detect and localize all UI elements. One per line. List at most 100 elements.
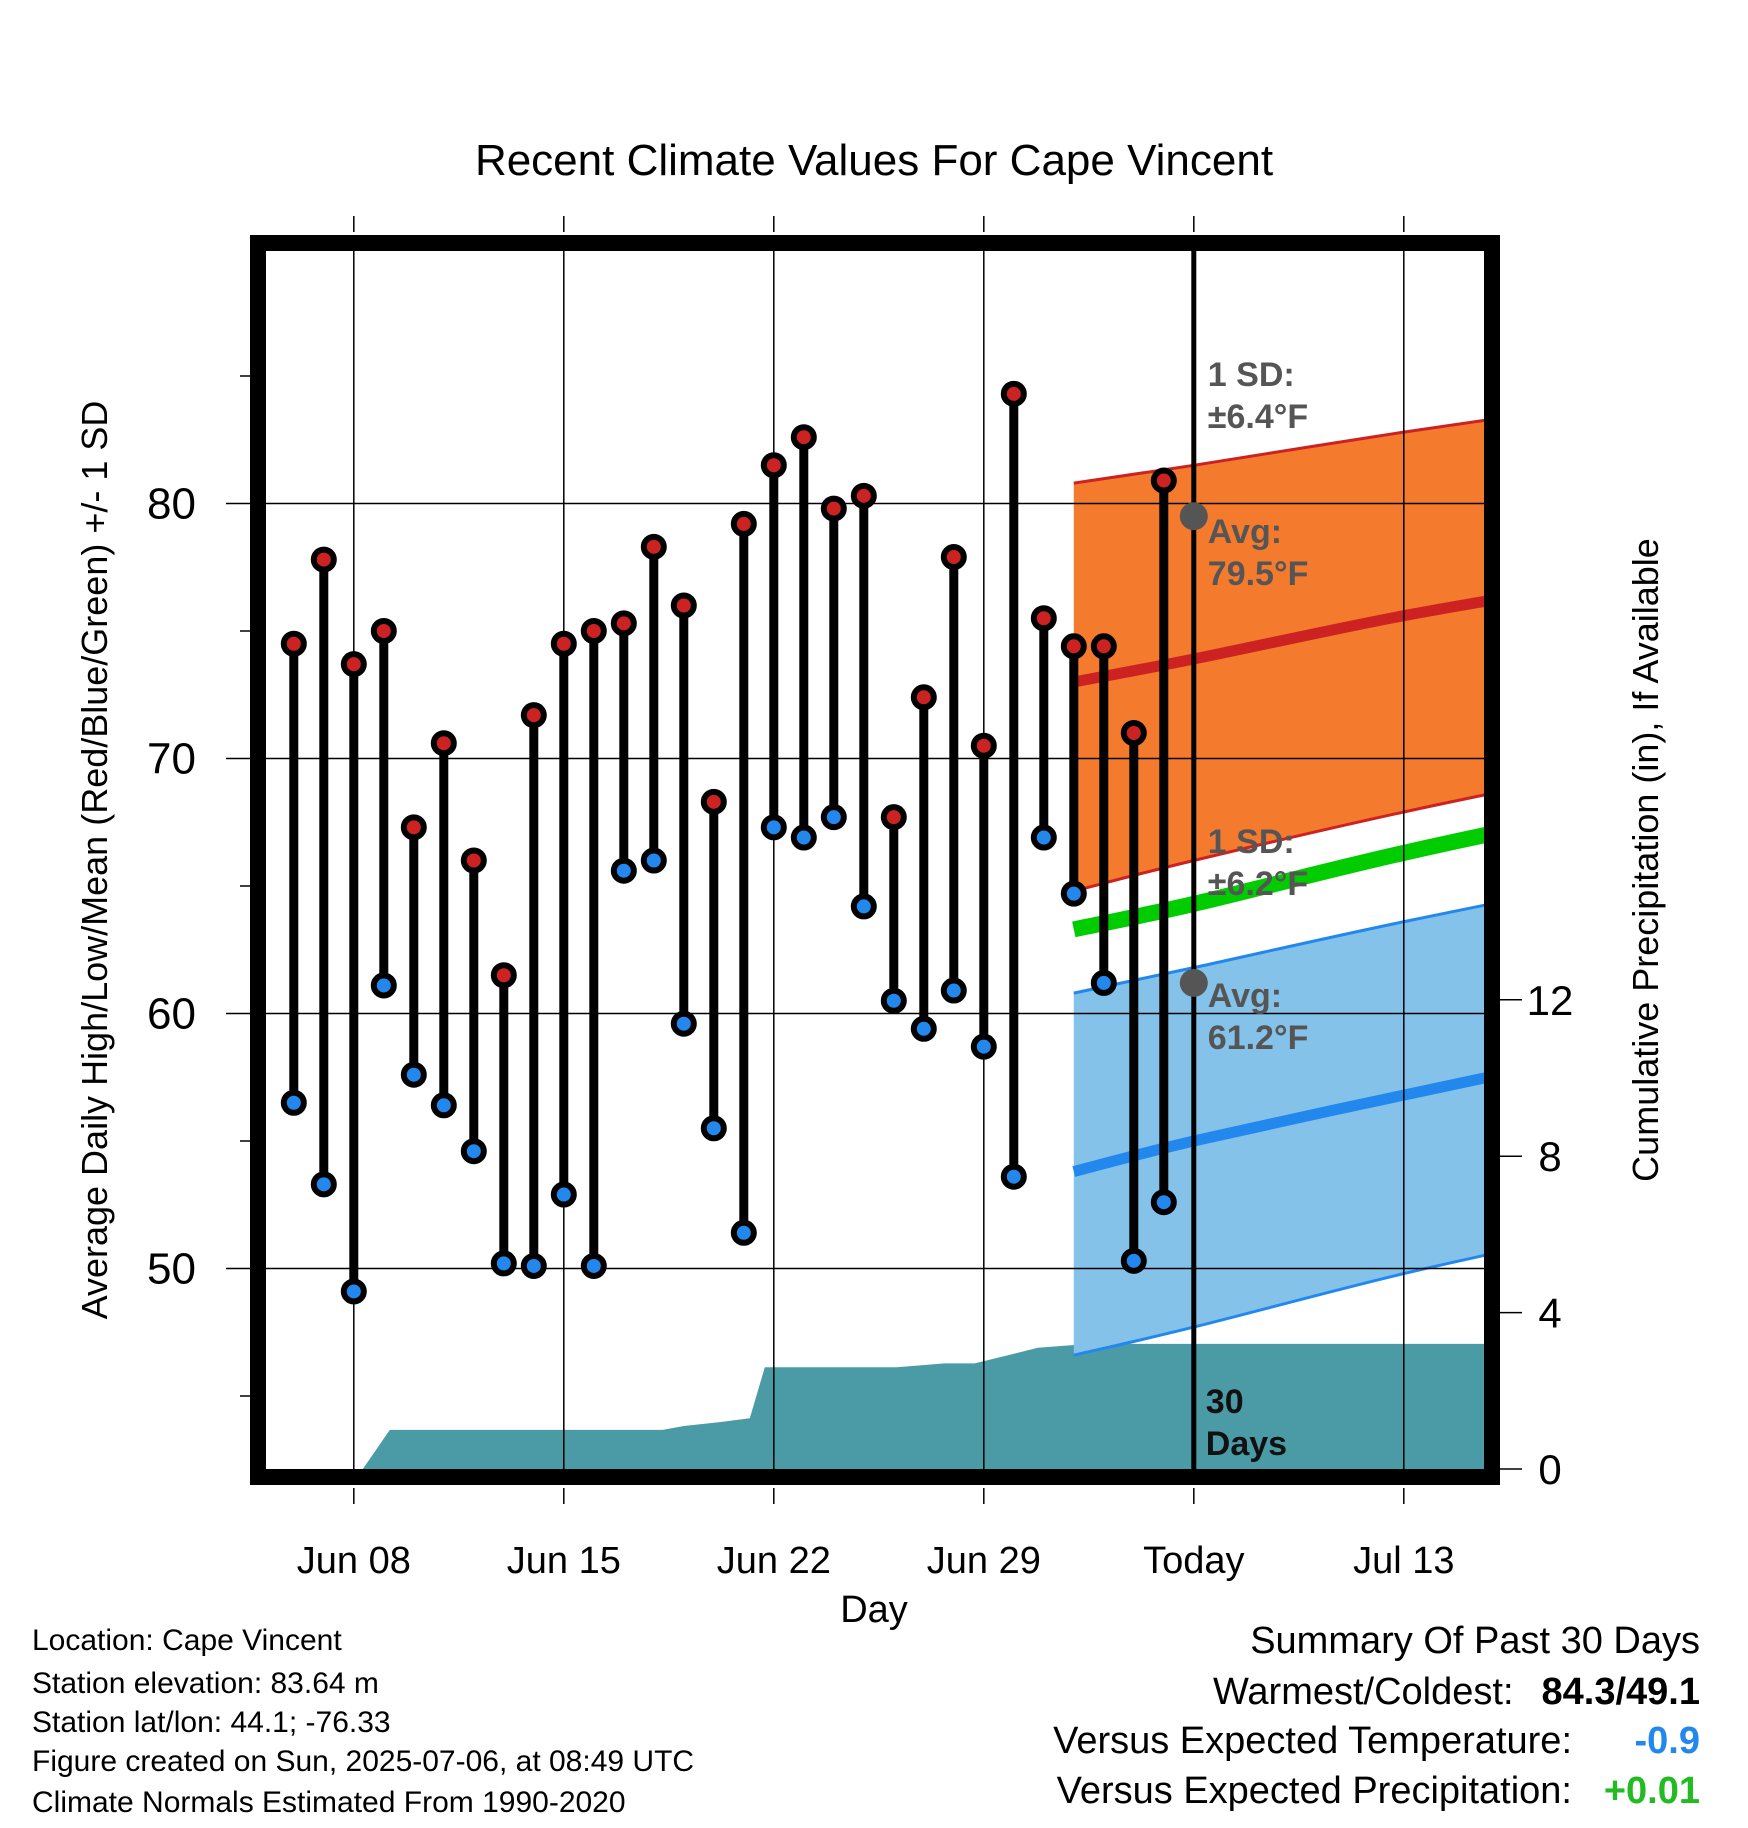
y-tick-label: 60	[147, 990, 196, 1039]
day-mark	[730, 510, 757, 1246]
low-point	[1120, 1247, 1147, 1274]
y-tick-label: 80	[147, 480, 196, 529]
chart-title: Recent Climate Values For Cape Vincent	[475, 136, 1273, 185]
info-location: Location: Cape Vincent	[32, 1624, 342, 1657]
low-point	[790, 824, 817, 851]
high-point	[940, 544, 967, 571]
low-point	[700, 1115, 727, 1142]
info-elevation: Station elevation: 83.64 m	[32, 1667, 379, 1700]
avg-low-marker	[1179, 968, 1208, 997]
y2-tick-label: 8	[1538, 1133, 1561, 1180]
day-mark	[490, 962, 517, 1277]
high-point	[730, 510, 757, 537]
day-mark	[640, 533, 667, 874]
day-mark	[880, 804, 907, 1014]
day-mark	[400, 814, 427, 1088]
day-mark	[460, 847, 487, 1165]
normal-high-line	[1072, 595, 1485, 688]
precip-vs-expected-label: Versus Expected Precipitation:	[1056, 1770, 1572, 1812]
sd-low-value: ±6.2°F	[1208, 865, 1308, 903]
y2-axis-label: Cumulative Precipitation (in), If Availa…	[1625, 538, 1666, 1182]
day-mark	[1150, 467, 1177, 1216]
high-point	[1030, 605, 1057, 632]
avg-high-label: Avg:	[1208, 513, 1282, 551]
low-point	[310, 1171, 337, 1198]
low-point	[430, 1092, 457, 1119]
low-point	[760, 814, 787, 841]
warmest-coldest-value: 84.3/49.1	[1541, 1671, 1700, 1713]
precip-vs-expected-value: +0.01	[1603, 1770, 1700, 1812]
low-point	[880, 987, 907, 1014]
low-point	[1060, 880, 1087, 907]
normal-mean-line	[1072, 826, 1485, 938]
plot-frame	[250, 235, 1500, 1485]
temp-vs-expected-value: -0.9	[1634, 1720, 1700, 1762]
avg-low-value: 61.2°F	[1208, 1019, 1309, 1057]
day-mark	[820, 495, 847, 831]
day-mark	[340, 651, 367, 1305]
avg-low-label: Avg:	[1208, 977, 1282, 1015]
low-sd-edge	[1073, 903, 1485, 995]
summary-title: Summary Of Past 30 Days	[1250, 1620, 1700, 1662]
summary-precip: Versus Expected Precipitation: +0.01	[1057, 1772, 1700, 1810]
x-tick-label: Jul 13	[1353, 1540, 1454, 1582]
low-point	[580, 1252, 607, 1279]
day-mark	[1060, 633, 1087, 907]
high-sd-edge	[1073, 793, 1485, 893]
day-mark	[910, 684, 937, 1042]
low-point	[970, 1033, 997, 1060]
info-normals: Climate Normals Estimated From 1990-2020	[32, 1786, 626, 1819]
high-point	[370, 618, 397, 644]
low-point	[730, 1219, 757, 1246]
low-point	[1000, 1163, 1027, 1190]
high-point	[430, 730, 457, 757]
low-point	[610, 857, 637, 884]
low-point	[520, 1252, 547, 1279]
summary-temp: Versus Expected Temperature: -0.9	[1053, 1722, 1700, 1760]
day-mark	[760, 452, 787, 841]
y-axis-label: Average Daily High/Low/Mean (Red/Blue/Gr…	[74, 401, 115, 1320]
low-point	[670, 1010, 697, 1037]
high-point	[550, 630, 577, 657]
low-point	[550, 1181, 577, 1208]
day-mark	[370, 618, 397, 999]
low-point	[280, 1089, 307, 1116]
avg-high-value: 79.5°F	[1208, 555, 1309, 593]
x-tick-label: Today	[1143, 1540, 1244, 1582]
low-point	[820, 804, 847, 831]
temp-vs-expected-label: Versus Expected Temperature:	[1053, 1720, 1572, 1762]
y2-tick-label: 0	[1538, 1446, 1561, 1493]
high-point	[760, 452, 787, 479]
low-point	[910, 1015, 937, 1042]
day-mark	[280, 630, 307, 1116]
day-mark	[580, 618, 607, 1279]
window-label-days: Days	[1206, 1425, 1287, 1463]
x-tick-label: Jun 22	[717, 1540, 831, 1582]
x-tick-label: Jun 15	[507, 1540, 621, 1582]
low-point	[340, 1278, 367, 1305]
day-mark	[550, 630, 577, 1208]
x-axis-label: Day	[840, 1589, 908, 1631]
day-mark	[940, 544, 967, 1004]
warmest-coldest-label: Warmest/Coldest:	[1212, 1671, 1514, 1713]
low-point	[1150, 1189, 1177, 1216]
high-point	[850, 482, 877, 509]
low-point	[460, 1138, 487, 1165]
high-point	[670, 592, 697, 619]
y-tick-label: 70	[147, 735, 196, 784]
low-sd-edge	[1073, 1253, 1485, 1357]
day-mark	[520, 702, 547, 1279]
day-mark	[700, 788, 727, 1142]
high-point	[640, 533, 667, 560]
y2-tick-label: 4	[1538, 1290, 1561, 1337]
high-point	[1120, 720, 1147, 746]
high-point	[1090, 633, 1117, 660]
high-point	[340, 651, 367, 678]
day-mark	[970, 732, 997, 1060]
high-point	[520, 702, 547, 729]
normal-low-line	[1072, 1072, 1485, 1177]
high-point	[1060, 633, 1087, 660]
high-point	[310, 546, 337, 573]
low-point	[850, 893, 877, 920]
